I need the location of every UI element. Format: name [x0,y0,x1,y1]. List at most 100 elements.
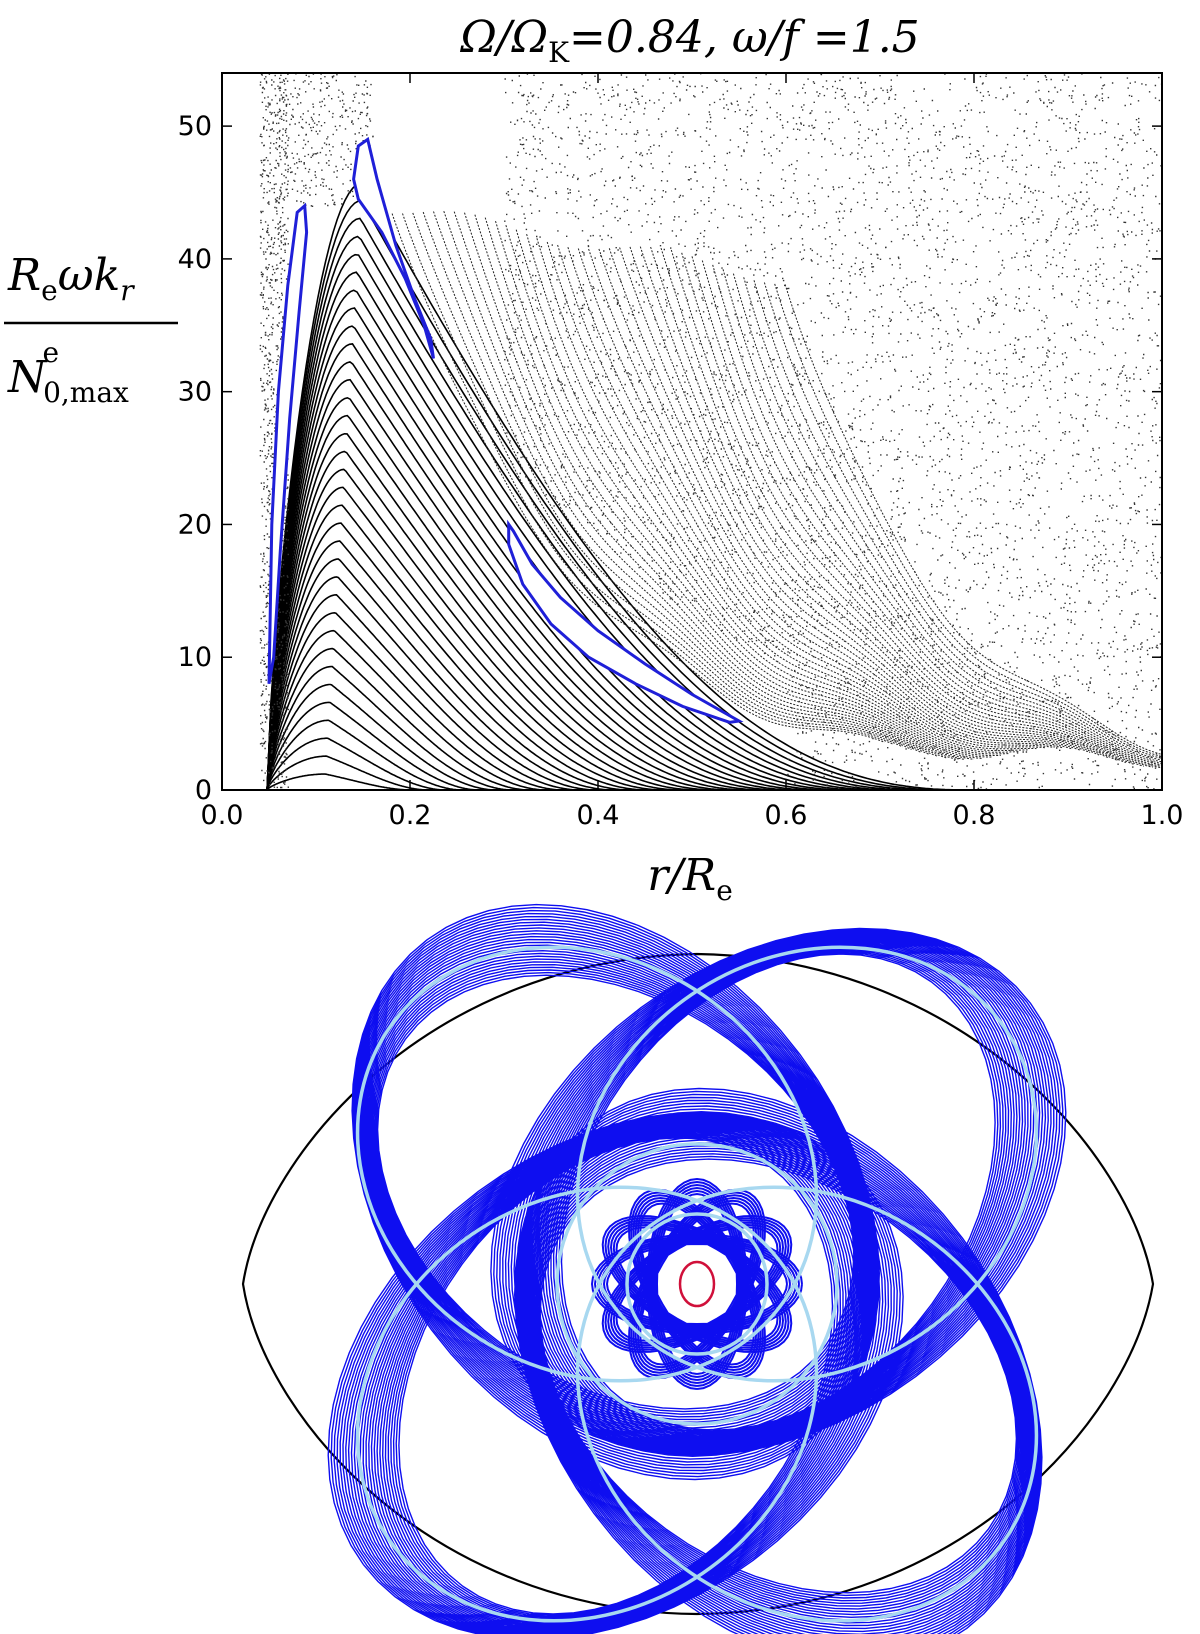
orbit-curve [701,260,1162,769]
x-tick-label: 0.0 [201,800,244,831]
orbit-curve [484,217,975,760]
orbit-curve [266,361,800,790]
orbit-curve [266,737,443,790]
orbit-curve [567,247,1046,749]
regular-orbits [266,181,1162,790]
orbit-curve [464,212,957,760]
orbit-curve [402,213,903,748]
orbit-curve [266,719,461,790]
x-tick-label: 0.2 [389,800,432,831]
orbit-curve [266,576,597,790]
top-chart: Ω/ΩK=0.84, ω/f =1.5 0.0 0.2 0.4 0.6 0.8 1.0 0… [4,12,1184,907]
y-tick-label: 50 [178,111,212,142]
orbit-curve [712,264,1162,767]
orbit-curve [412,212,912,750]
orbit-curve [266,611,563,790]
orbit-curve [381,213,885,743]
orbit-curve [266,647,529,790]
orbit-curve [526,233,1010,755]
orbit-curve [266,217,935,790]
orbit-curve [391,213,894,745]
x-tick-label: 1.0 [1141,800,1184,831]
island-curve [352,136,435,359]
x-tick-label: 0.4 [577,800,620,831]
orbit-curve [443,211,939,758]
orbit-curve [598,248,1073,750]
orbit-curve [774,283,1162,757]
chart-title: Ω/ΩK=0.84, ω/f =1.5 [459,12,919,69]
orbit-curve [266,773,410,790]
orbit-curve [266,450,715,790]
orbit-curve [681,252,1144,767]
orbit-curve [266,522,647,790]
orbit-curve [505,225,992,758]
periodic-loop [355,945,819,1383]
orbit-curve [629,246,1100,756]
orbit-curve [266,468,698,790]
orbit-curve [266,558,613,790]
orbit-curve [588,248,1064,749]
orbit-curve [608,248,1082,751]
orbit-curve [266,665,512,790]
orbit-curve [266,253,901,790]
orbit-curve [546,241,1028,752]
orbit-curve [266,593,580,790]
orbit-curve [266,629,546,790]
periodic-loop [625,1212,769,1356]
y-tick-label: 30 [178,377,212,408]
periodic-loop [575,945,1039,1383]
periodic-loop [575,1185,1039,1623]
y-tick-label: 10 [178,642,212,673]
orbit-curve [650,246,1118,761]
orbit-curve [495,220,983,759]
orbit-curve [266,701,478,790]
orbit-curve [557,244,1037,750]
core-region [678,1260,716,1308]
orbit-curve [266,683,495,790]
x-axis-label: r/Re [647,850,733,907]
periodic-loop [555,1142,839,1426]
x-tick-label: 0.8 [953,800,996,831]
orbit-curve [266,378,783,790]
orbit-curve [453,211,948,759]
inner-rays [590,1177,803,1390]
orbit-curve [743,277,1162,763]
periodic-orbit [355,945,1039,1623]
y-tick-label: 40 [178,244,212,275]
orbit-curve [266,414,749,790]
orbit-curve [266,343,817,790]
orbit-curve [722,269,1162,766]
orbit-curve [266,235,918,790]
orbit-curve [515,229,1001,756]
orbit-curve [266,504,664,790]
y-tick-label: 20 [178,509,212,540]
orbit-curve [422,211,921,753]
ray-trajectory-diagram [241,903,1155,1634]
chaotic-scatter [259,73,1162,790]
orbit-curve [266,271,884,790]
x-axis-ticks: 0.0 0.2 0.4 0.6 0.8 1.0 [201,73,1184,831]
orbit-curve [266,755,427,790]
orbit-curve [266,540,630,790]
orbit-curve [266,432,729,790]
orbit-curve [619,247,1091,754]
island-curve [267,202,309,685]
x-tick-label: 0.6 [765,800,808,831]
orbit-curve [577,248,1055,748]
orbit-curve [784,284,1162,755]
orbit-curve [536,238,1019,753]
scatter-points [259,73,1162,790]
periodic-loop [355,1185,819,1623]
y-label-numerator: Reωkr [7,250,135,307]
orbit-curve [266,486,681,790]
orbit-curve [660,247,1126,764]
orbit-curve [639,246,1109,759]
orbit-curve [691,256,1153,768]
orbit-curve [474,214,966,760]
y-tick-label: 0 [195,775,212,806]
orbit-curve [763,282,1162,759]
plot-frame-top [221,72,1163,791]
y-axis-label: Reωkr Ne 0,max [4,250,178,409]
orbit-curve [433,211,930,755]
